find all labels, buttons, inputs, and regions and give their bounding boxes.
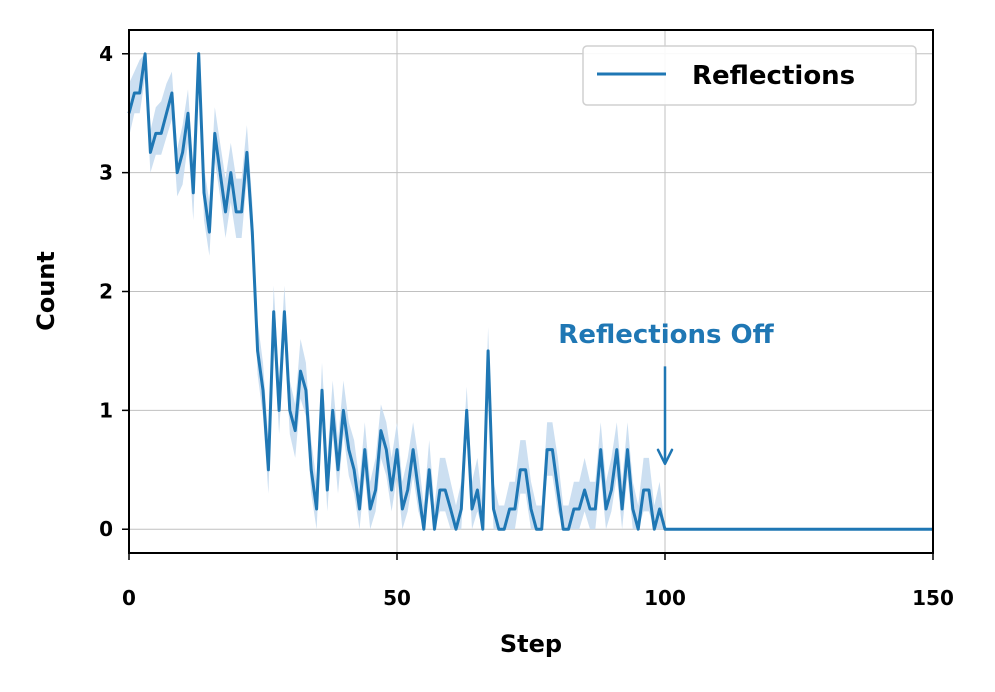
annotation: Reflections Off <box>558 320 775 466</box>
legend: Reflections <box>582 45 917 106</box>
x-axis-title: Step <box>500 630 562 658</box>
x-tick-label: 150 <box>912 586 954 610</box>
series-line-series-0 <box>127 52 933 531</box>
x-tick-label: 0 <box>122 586 136 610</box>
y-tick-label: 1 <box>99 398 113 422</box>
legend-box <box>582 45 917 106</box>
annotation-arrow-head <box>656 448 674 466</box>
series-line-layer <box>127 52 933 531</box>
x-tick-label: 100 <box>644 586 686 610</box>
y-axis-ticks: 0 1 2 3 4 <box>99 42 129 541</box>
y-tick-label: 4 <box>99 42 113 66</box>
x-tick-label: 50 <box>383 586 411 610</box>
y-tick-label: 3 <box>99 161 113 185</box>
annotation-reflections-off: Reflections Off <box>558 320 774 350</box>
y-tick-label: 2 <box>99 280 113 304</box>
x-axis-ticks: 0 50 100 150 <box>122 553 954 610</box>
legend-label-reflections: Reflections <box>692 61 855 91</box>
y-tick-label: 0 <box>99 517 113 541</box>
y-axis-title: Count <box>32 251 60 331</box>
grid <box>129 30 933 553</box>
